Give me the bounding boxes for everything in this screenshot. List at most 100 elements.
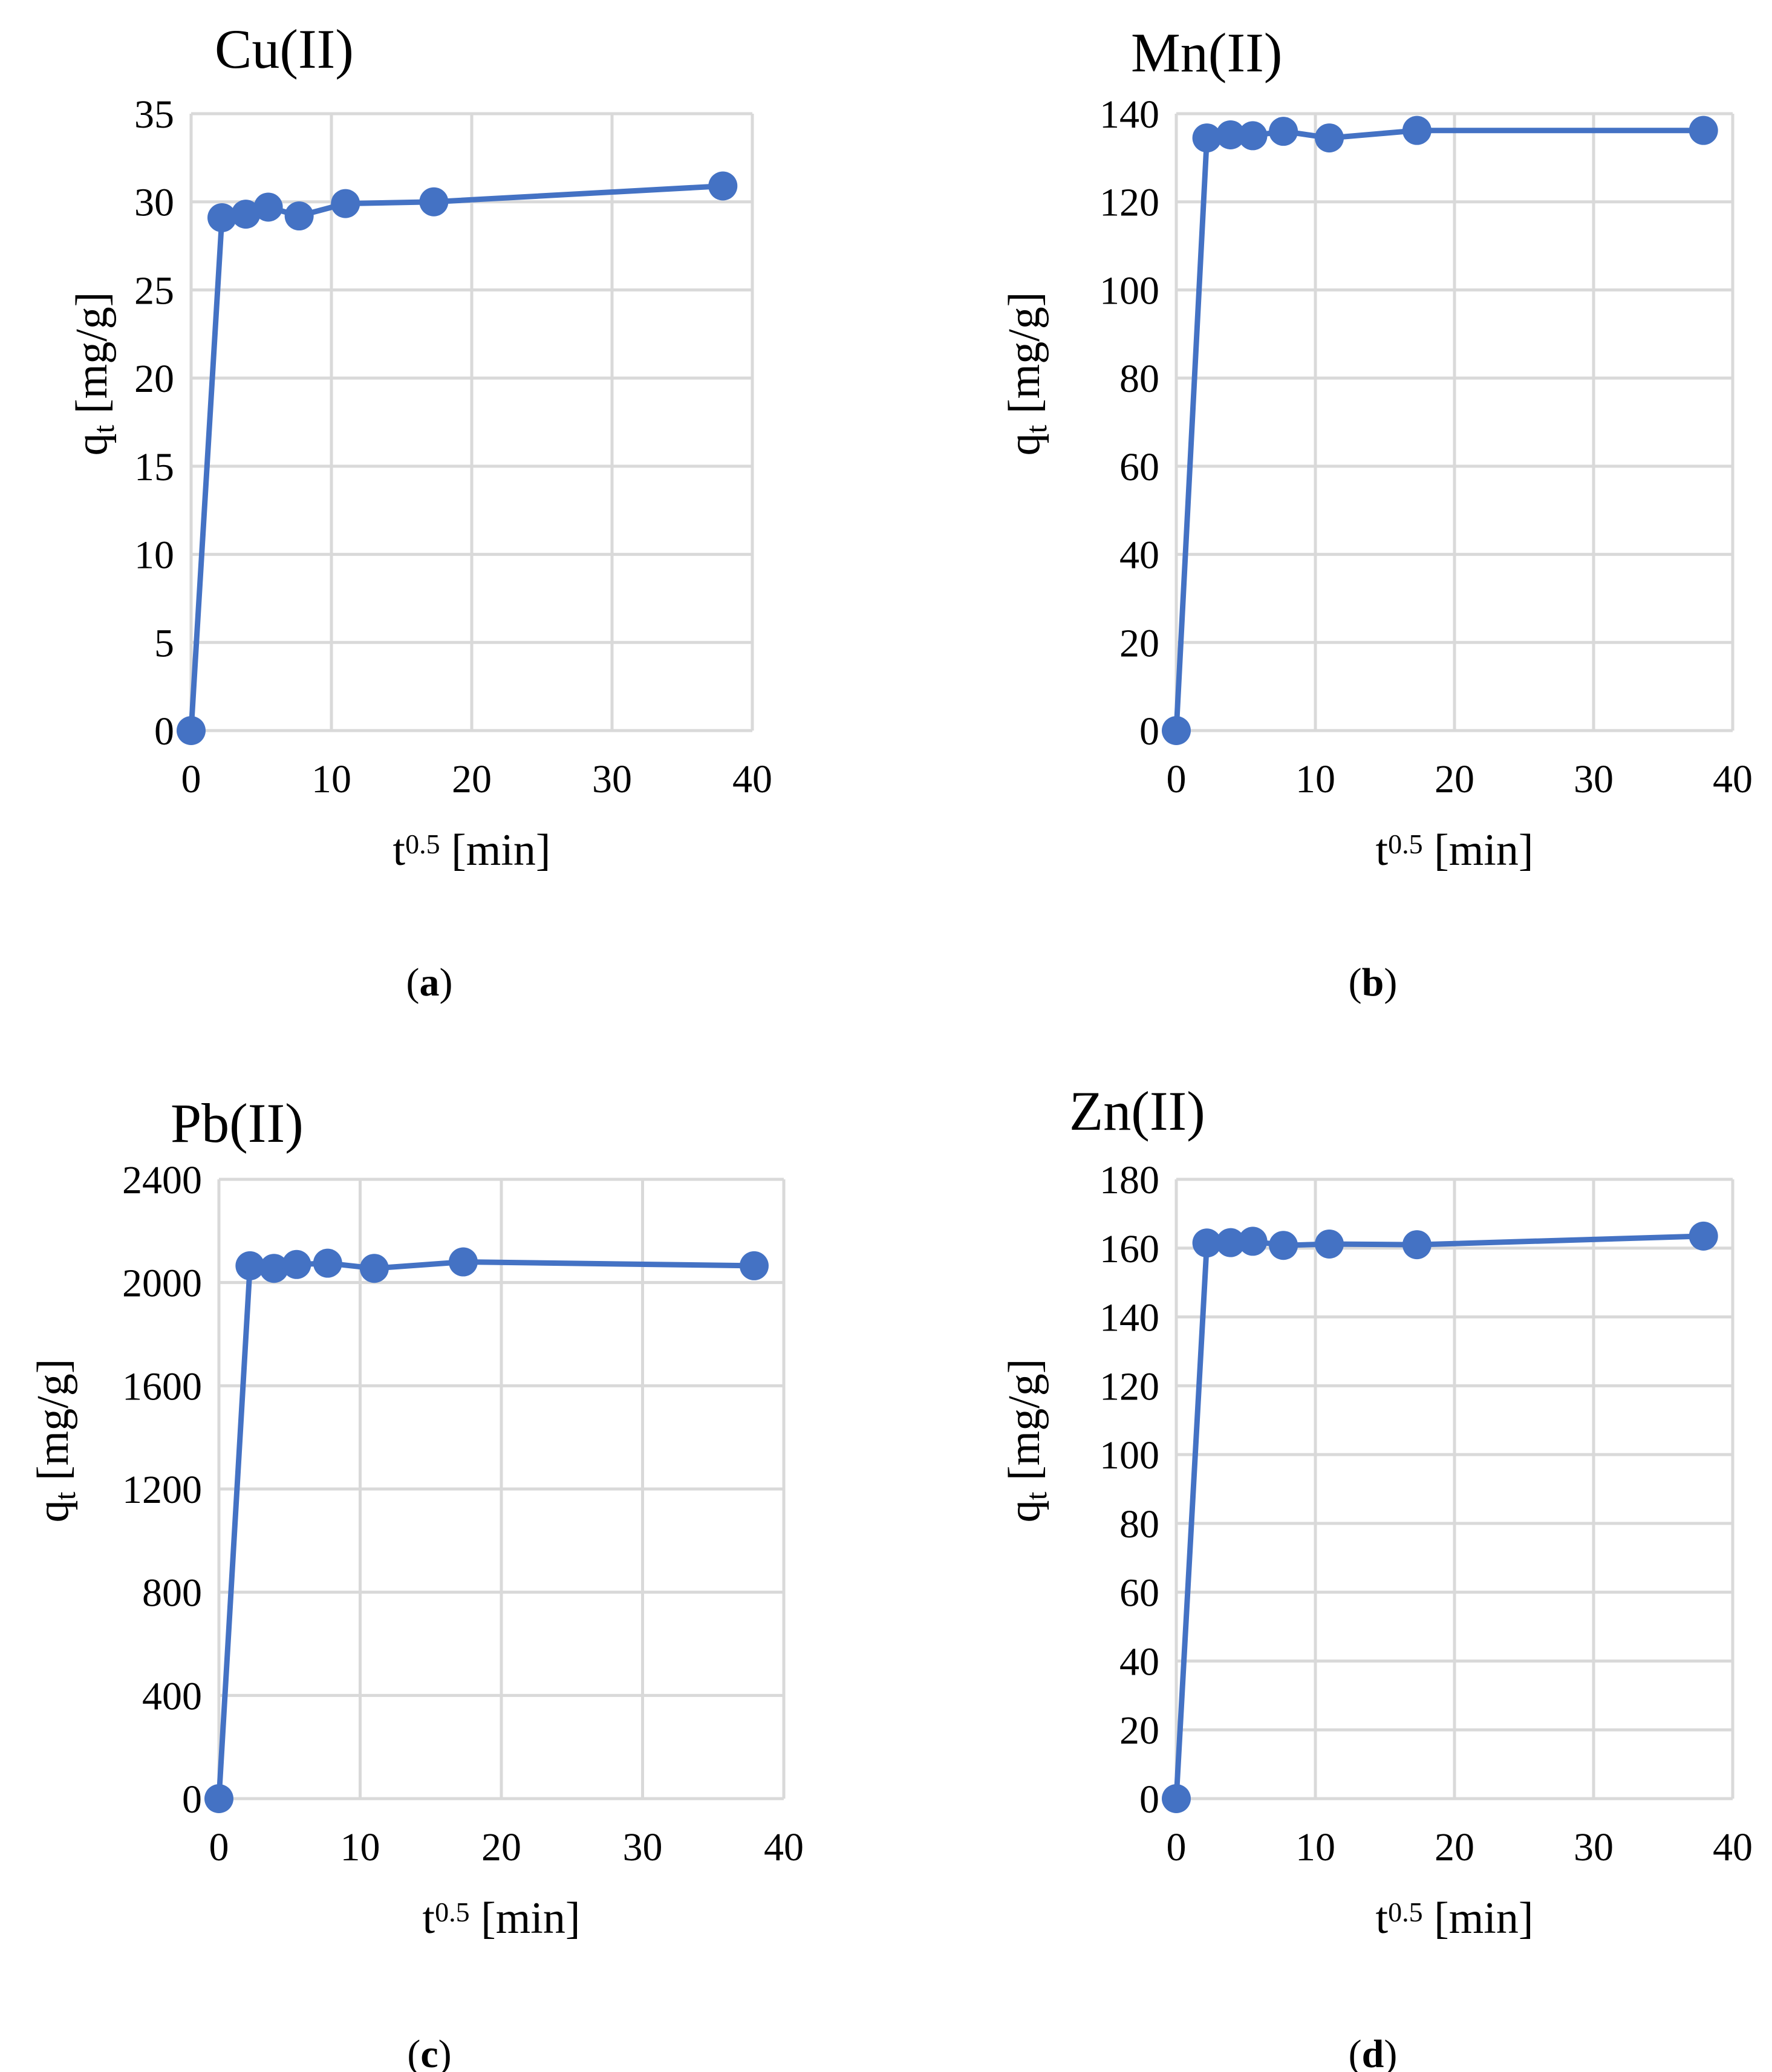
y-axis-label: qt [mg/g] <box>67 292 120 456</box>
y-tick-label: 30 <box>134 181 174 225</box>
data-point <box>1269 1231 1298 1260</box>
y-tick-label: 20 <box>134 357 174 401</box>
y-tick-label: 80 <box>1119 357 1159 401</box>
chart-panel-c: 0 400 800 1200 1600 2000 2400 0 10 20 30 40 Pb(II) t0… <box>28 1092 804 2072</box>
x-tick-label: 30 <box>1574 757 1614 801</box>
x-axis-label: t0.5 [min] <box>393 826 551 875</box>
y-tick-label: 10 <box>134 533 174 578</box>
y-tick-label: 1200 <box>122 1468 202 1512</box>
x-tick-label: 30 <box>1574 1825 1614 1869</box>
y-tick-label: 2400 <box>122 1158 202 1202</box>
data-point <box>1238 1227 1268 1256</box>
chart-panel-b: 0 20 40 60 80 100 120 140 0 10 20 30 40 Mn(II) t0.5 [m… <box>1000 22 1753 1005</box>
data-point <box>1315 123 1344 153</box>
panel-label: (a) <box>406 960 453 1005</box>
y-tick-label: 0 <box>1139 709 1159 754</box>
data-point <box>253 192 283 222</box>
data-point <box>282 1249 311 1279</box>
y-tick-label: 800 <box>142 1571 202 1615</box>
panel-label: (b) <box>1349 960 1398 1005</box>
x-tick-label: 10 <box>1295 757 1335 801</box>
data-point <box>259 1254 289 1283</box>
y-tick-label: 140 <box>1099 1296 1159 1340</box>
data-point <box>359 1254 389 1283</box>
y-tick-label: 40 <box>1119 533 1159 578</box>
x-tick-label: 20 <box>481 1825 521 1869</box>
chart-title: Mn(II) <box>1131 22 1282 83</box>
y-tick-label: 100 <box>1099 1433 1159 1477</box>
y-tick-label: 5 <box>154 621 174 665</box>
x-tick-label: 40 <box>764 1825 804 1869</box>
y-tick-label: 160 <box>1099 1227 1159 1271</box>
y-tick-label: 2000 <box>122 1262 202 1306</box>
y-tick-label: 20 <box>1119 1709 1159 1753</box>
data-point <box>1216 1228 1245 1257</box>
data-point <box>313 1248 342 1278</box>
data-point <box>448 1247 478 1277</box>
x-tick-label: 20 <box>452 757 492 801</box>
panel-label: (d) <box>1349 2032 1398 2072</box>
data-point <box>207 203 237 232</box>
x-tick-label: 10 <box>311 757 351 801</box>
data-point <box>1162 1784 1191 1813</box>
y-tick-label: 0 <box>182 1777 202 1822</box>
data-point <box>1162 716 1191 745</box>
x-tick-label: 0 <box>181 757 201 801</box>
data-point <box>1689 116 1718 145</box>
x-tick-label: 20 <box>1435 1825 1474 1869</box>
chart-title: Cu(II) <box>215 18 354 80</box>
data-point <box>1402 116 1432 145</box>
data-point <box>1192 123 1222 153</box>
data-point <box>1402 1230 1432 1260</box>
y-tick-label: 40 <box>1119 1640 1159 1684</box>
x-tick-label: 0 <box>1167 757 1187 801</box>
x-tick-label: 40 <box>1713 1825 1753 1869</box>
data-point <box>235 1251 265 1280</box>
x-axis-label: t0.5 [min] <box>1376 826 1534 875</box>
chart-title: Zn(II) <box>1069 1080 1205 1142</box>
x-tick-label: 40 <box>1713 757 1753 801</box>
x-tick-label: 0 <box>1167 1825 1187 1869</box>
y-tick-label: 120 <box>1099 1364 1159 1409</box>
x-tick-label: 0 <box>209 1825 229 1869</box>
data-point <box>1689 1221 1718 1251</box>
data-point <box>739 1251 769 1280</box>
data-point <box>204 1784 233 1813</box>
y-axis-label: qt [mg/g] <box>1000 1359 1053 1523</box>
data-point <box>331 189 360 218</box>
chart-panel-a: 0 5 10 15 20 25 30 35 0 10 20 30 40 Cu(II) t0.5 [min] q… <box>67 18 772 1005</box>
y-axis-label: qt [mg/g] <box>28 1359 82 1523</box>
y-tick-label: 100 <box>1099 269 1159 313</box>
x-tick-label: 30 <box>623 1825 663 1869</box>
chart-panels: 0 5 10 15 20 25 30 35 0 10 20 30 40 Cu(II) t0.5 [min] q… <box>28 18 1753 2072</box>
x-axis-label: t0.5 [min] <box>1376 1894 1534 1943</box>
y-tick-label: 140 <box>1099 93 1159 137</box>
data-point <box>708 171 738 201</box>
x-tick-label: 10 <box>340 1825 380 1869</box>
data-point <box>1192 1228 1222 1258</box>
x-tick-label: 30 <box>592 757 632 801</box>
y-tick-label: 60 <box>1119 1571 1159 1615</box>
chart-panel-d: 0 20 40 60 80 100 120 140 160 180 0 10 20 30 40 Zn(II) t… <box>1000 1080 1753 2072</box>
y-tick-label: 20 <box>1119 621 1159 665</box>
y-tick-label: 400 <box>142 1674 202 1718</box>
data-point <box>177 716 206 745</box>
y-tick-label: 0 <box>1139 1777 1159 1822</box>
panel-label: (c) <box>407 2032 451 2072</box>
y-tick-label: 60 <box>1119 445 1159 489</box>
data-point <box>284 201 314 231</box>
x-axis-label: t0.5 [min] <box>423 1894 581 1943</box>
data-point <box>419 187 449 217</box>
x-tick-label: 20 <box>1435 757 1474 801</box>
y-tick-label: 180 <box>1099 1158 1159 1202</box>
y-tick-label: 25 <box>134 269 174 313</box>
y-tick-label: 80 <box>1119 1502 1159 1546</box>
y-axis-label: qt [mg/g] <box>1000 292 1053 456</box>
y-tick-label: 15 <box>134 445 174 489</box>
y-tick-label: 35 <box>134 93 174 137</box>
data-point <box>1238 121 1268 151</box>
y-tick-label: 0 <box>154 709 174 754</box>
x-tick-label: 40 <box>732 757 772 801</box>
